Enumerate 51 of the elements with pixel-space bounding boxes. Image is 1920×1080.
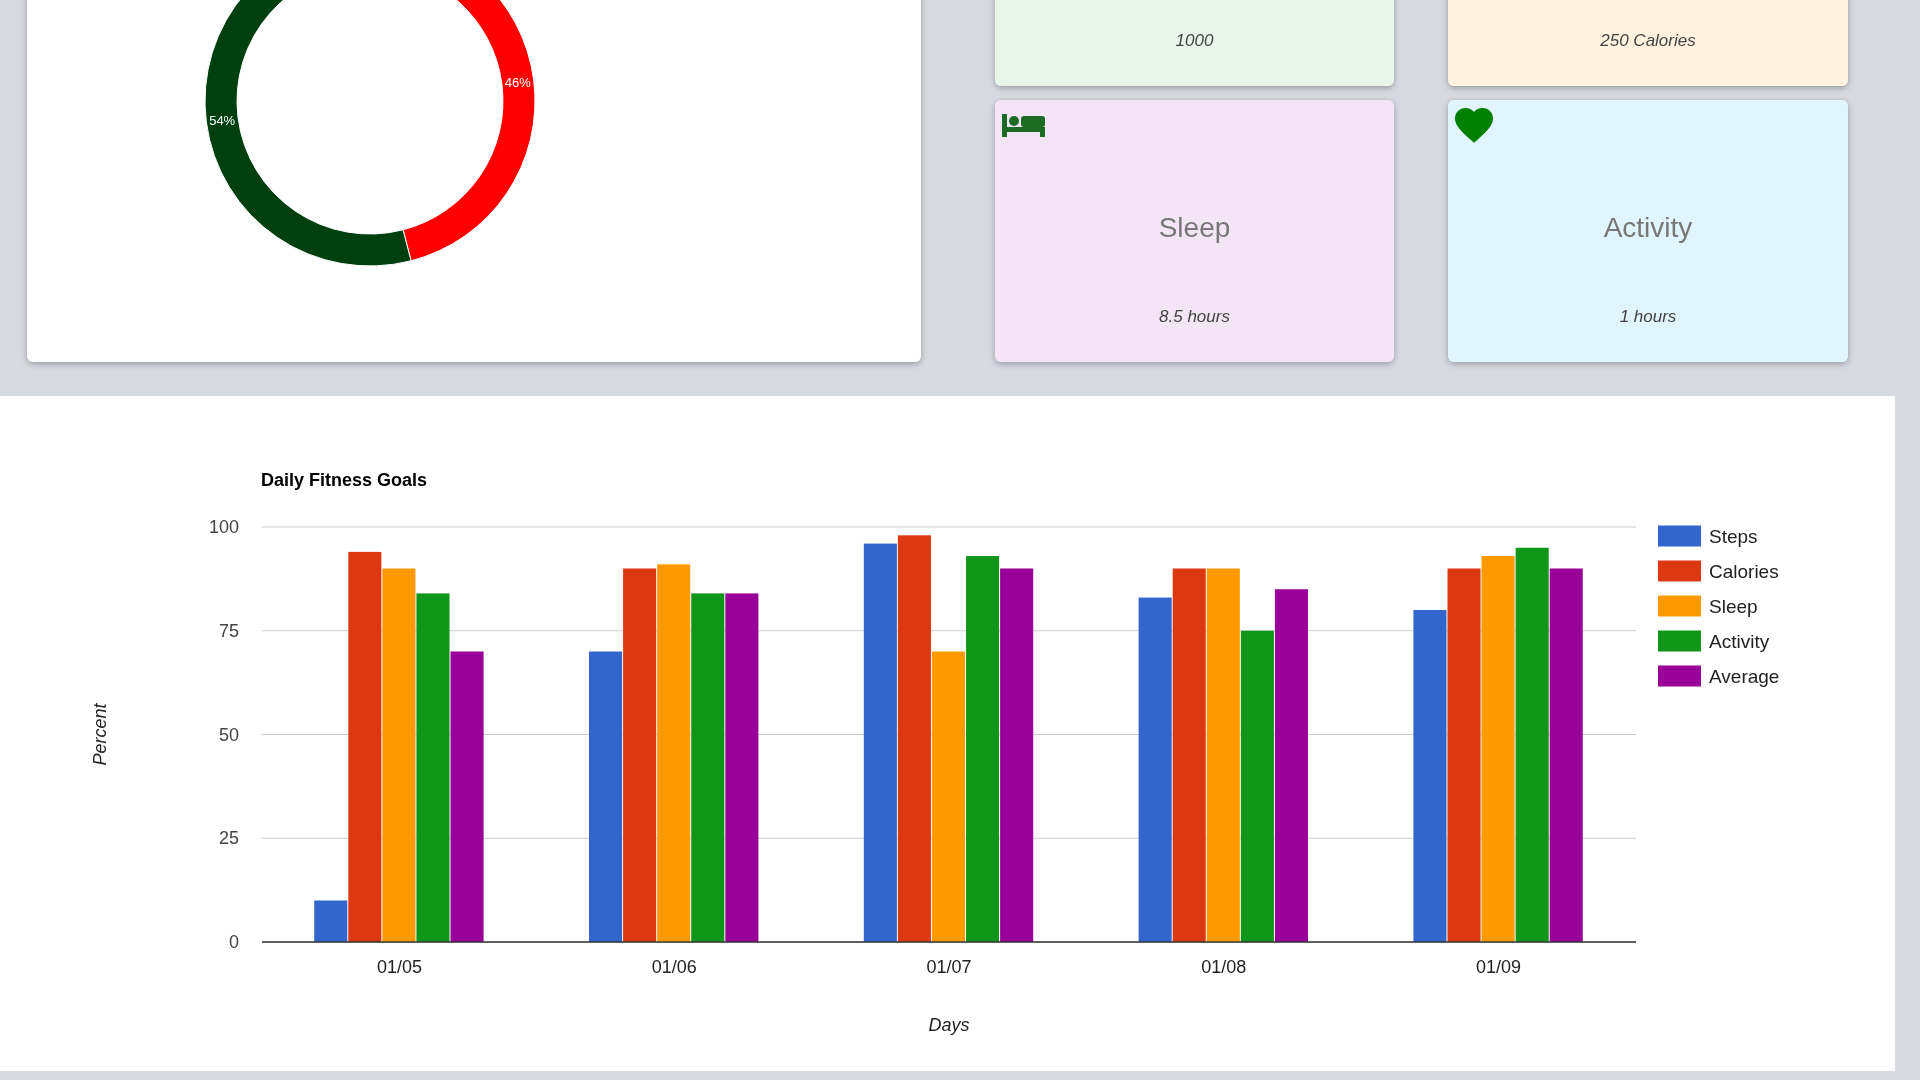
legend-label: Average xyxy=(1709,665,1780,687)
data-label: 46% xyxy=(504,74,532,90)
text: Activity xyxy=(1603,211,1693,243)
bar xyxy=(416,593,450,942)
x-tick-label: 01/06 xyxy=(651,957,697,977)
bar xyxy=(1206,568,1240,942)
bar xyxy=(1413,610,1447,942)
text: 1000 xyxy=(1175,30,1214,50)
bar xyxy=(1515,547,1549,942)
bar xyxy=(623,568,657,942)
data-label: 54% xyxy=(209,112,236,128)
bar xyxy=(897,535,931,942)
legend-label: Sleep xyxy=(1709,595,1758,617)
bar xyxy=(863,543,897,942)
y-tick-label: 25 xyxy=(218,828,239,849)
y-axis-title: Percent xyxy=(90,702,110,766)
y-tick-label: 50 xyxy=(218,724,239,745)
y-tick-label: 75 xyxy=(218,620,239,641)
legend-label: Steps xyxy=(1709,525,1758,547)
text: 1 hours xyxy=(1619,306,1677,326)
bar xyxy=(657,564,691,942)
bar xyxy=(1172,568,1206,942)
y-tick-label: 100 xyxy=(208,517,239,537)
bar xyxy=(1447,568,1481,942)
x-tick-label: 01/07 xyxy=(926,957,972,977)
text: 250 Calories xyxy=(1599,30,1697,50)
bar xyxy=(931,651,966,942)
bar xyxy=(382,568,416,942)
bar xyxy=(348,551,382,942)
bar xyxy=(725,593,759,942)
bar xyxy=(1481,556,1515,942)
x-axis-title: Days xyxy=(928,1015,970,1035)
bar xyxy=(1000,568,1034,942)
bar xyxy=(1138,597,1172,942)
y-tick-label: 0 xyxy=(228,932,239,952)
text: Sleep xyxy=(1158,211,1231,243)
bar xyxy=(1549,568,1583,942)
text: 8.5 hours xyxy=(1159,306,1231,326)
bar xyxy=(1274,589,1308,942)
chart-title: Daily Fitness Goals xyxy=(261,470,428,490)
bar xyxy=(1240,630,1274,942)
x-tick-label: 01/08 xyxy=(1201,957,1247,977)
bar xyxy=(966,556,1000,942)
bar xyxy=(691,593,725,942)
x-tick-label: 01/09 xyxy=(1476,957,1522,977)
legend-label: Activity xyxy=(1709,630,1770,652)
bar xyxy=(589,651,623,942)
x-tick-label: 01/05 xyxy=(376,957,422,977)
legend-label: Calories xyxy=(1709,560,1779,582)
bar xyxy=(450,651,484,942)
bar xyxy=(314,900,348,942)
